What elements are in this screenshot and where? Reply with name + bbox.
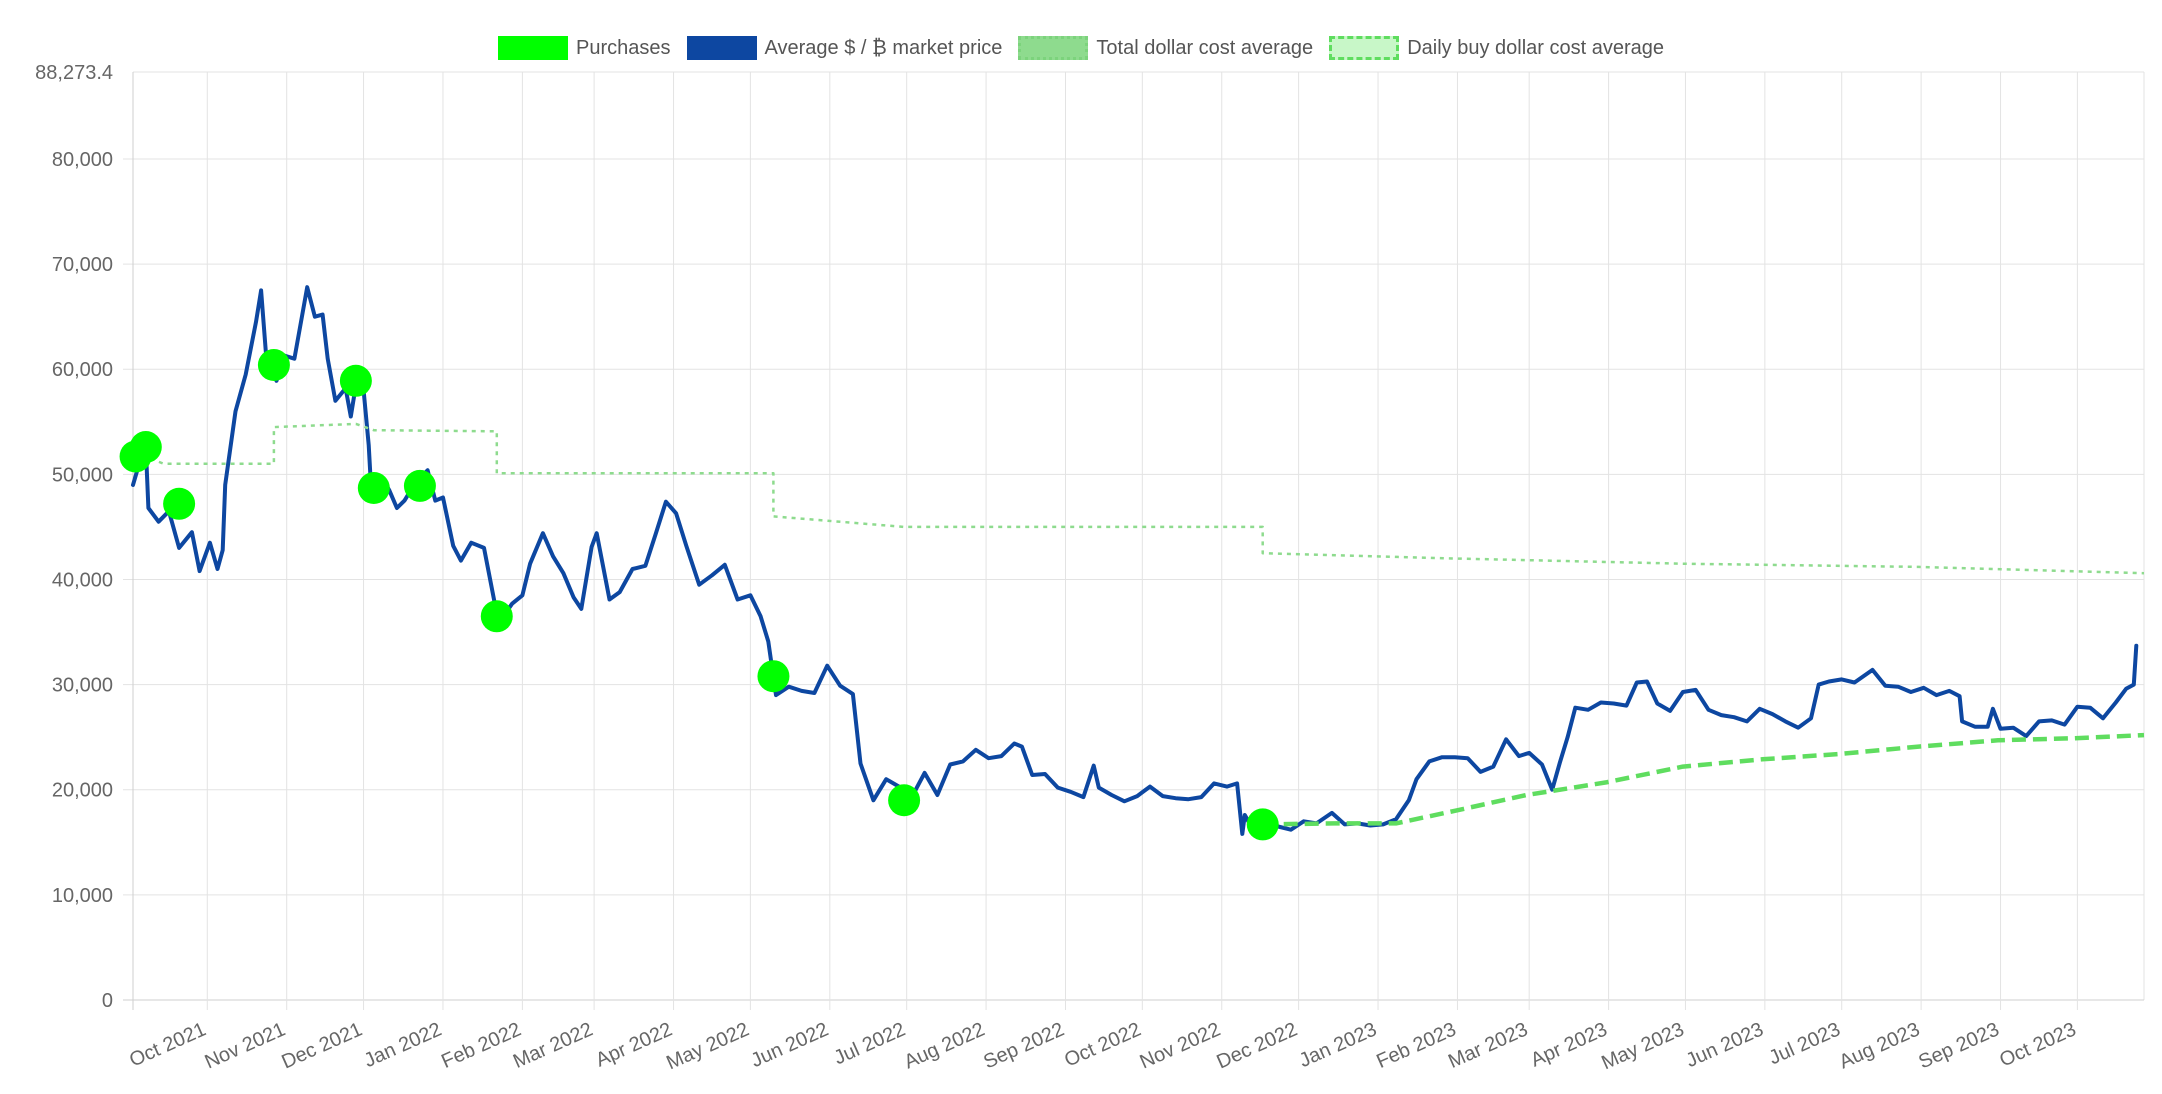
x-tick-label: Jul 2022: [831, 1018, 909, 1069]
x-tick-label: Mar 2023: [1445, 1018, 1531, 1072]
y-tick-label: 60,000: [52, 359, 113, 381]
legend-item-purchases[interactable]: Purchases: [498, 36, 671, 60]
x-tick-label: Jun 2023: [1683, 1018, 1767, 1072]
legend-label-total-dca: Total dollar cost average: [1096, 36, 1314, 59]
y-tick-label: 10,000: [52, 885, 113, 907]
legend-swatch-market-price: [686, 36, 757, 60]
x-tick-label: Nov 2021: [202, 1018, 289, 1073]
x-tick-label: Aug 2022: [901, 1018, 988, 1073]
y-max-label: 88,273.4: [35, 62, 113, 84]
y-tick-label: 80,000: [52, 149, 113, 171]
x-tick-label: Apr 2022: [592, 1018, 675, 1071]
purchase-point: [357, 472, 390, 505]
x-tick-label: Aug 2023: [1836, 1018, 1923, 1073]
y-tick-label: 50,000: [52, 464, 113, 486]
y-tick-label: 70,000: [52, 254, 113, 276]
x-tick-label: Sep 2023: [1915, 1018, 2002, 1073]
purchase-point: [757, 660, 790, 693]
grid-layer: [123, 71, 2145, 1010]
y-tick-label: 20,000: [52, 780, 113, 802]
purchase-point: [339, 364, 372, 397]
x-tick-label: Oct 2023: [1996, 1018, 2079, 1071]
legend-label-purchases: Purchases: [576, 36, 671, 59]
x-tick-label: May 2023: [1598, 1018, 1687, 1074]
chart-legend: Purchases Average $ / ₿ market price Tot…: [0, 28, 2162, 68]
legend-swatch-daily-dca: [1329, 36, 1400, 60]
axis-layer: 0 10,000 20,000 30,000 40,000 50,000 60,000 70,…: [35, 62, 2079, 1074]
x-tick-label: Sep 2022: [980, 1018, 1067, 1073]
legend-item-market-price[interactable]: Average $ / ₿ market price: [686, 36, 1003, 60]
x-tick-label: Jul 2023: [1766, 1018, 1844, 1069]
x-tick-label: Oct 2021: [126, 1018, 209, 1071]
purchase-point: [480, 600, 513, 633]
legend-item-total-dca[interactable]: Total dollar cost average: [1018, 36, 1313, 60]
purchase-point: [257, 349, 290, 382]
purchase-point: [129, 431, 162, 464]
x-tick-label: Nov 2022: [1137, 1018, 1224, 1073]
legend-item-daily-dca[interactable]: Daily buy dollar cost average: [1329, 36, 1664, 60]
legend-label-daily-dca: Daily buy dollar cost average: [1407, 36, 1664, 59]
legend-swatch-purchases: [498, 36, 569, 60]
x-tick-label: Mar 2022: [510, 1018, 596, 1072]
purchase-points-layer: [119, 349, 1279, 841]
legend-swatch-total-dca: [1018, 36, 1089, 60]
legend-label-market-price: Average $ / ₿ market price: [764, 36, 1003, 59]
daily-dca-line: [1262, 732, 2145, 827]
y-tick-label: 30,000: [52, 675, 113, 697]
purchase-point: [888, 784, 921, 817]
y-tick-label: 40,000: [52, 569, 113, 591]
x-tick-label: May 2022: [663, 1018, 752, 1074]
x-tick-label: Oct 2022: [1061, 1018, 1144, 1071]
purchase-point: [403, 469, 436, 502]
y-tick-label: 0: [102, 990, 113, 1012]
x-tick-label: Dec 2021: [278, 1018, 365, 1073]
x-tick-label: Jan 2023: [1296, 1018, 1380, 1072]
x-tick-label: Jan 2022: [361, 1018, 445, 1072]
purchase-point: [1246, 808, 1279, 841]
x-tick-label: Feb 2022: [438, 1018, 524, 1072]
x-tick-label: Apr 2023: [1528, 1018, 1611, 1071]
x-tick-label: Jun 2022: [748, 1018, 832, 1072]
x-tick-label: Dec 2022: [1213, 1018, 1300, 1073]
purchase-point: [163, 487, 196, 520]
x-tick-label: Feb 2023: [1373, 1018, 1459, 1072]
